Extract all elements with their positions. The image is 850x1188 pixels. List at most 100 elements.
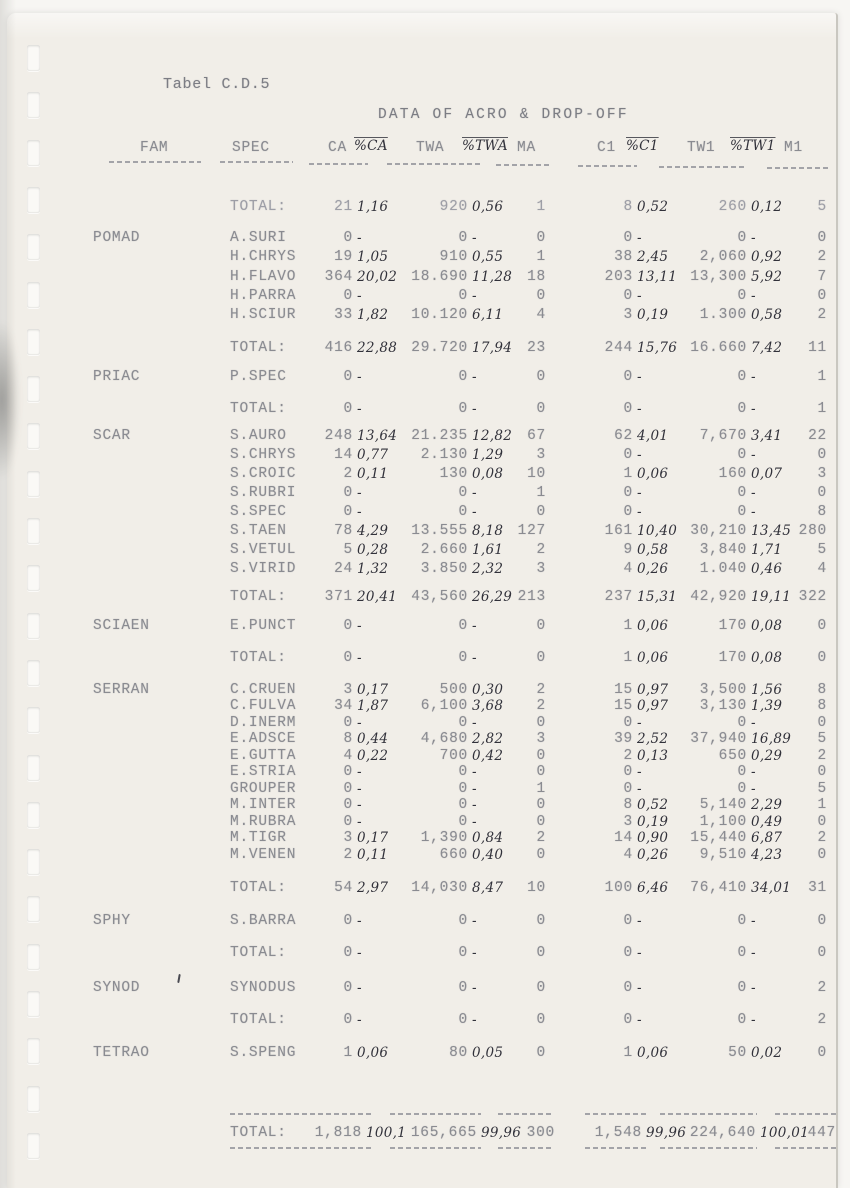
table-label: Tabel C.D.5 xyxy=(163,76,271,93)
species-row: E.STRIA 0-0-0 0-0-0 xyxy=(93,765,827,781)
cell-ma: 2 xyxy=(536,542,546,558)
species-row: S.VIRID 24 1,32 3.850 2,32 3 4 0,26 1.040 0,46 4 xyxy=(93,562,827,578)
cell-ptwa: 1,61 xyxy=(472,542,504,558)
cell-fam: TETRAO xyxy=(93,1045,150,1061)
cell-spec: E.ADSCE xyxy=(230,731,297,747)
cell-fam xyxy=(93,270,230,286)
cell-tw1: 0 xyxy=(737,504,747,520)
cell-ma: 3 xyxy=(536,731,546,747)
cell-pc1: - xyxy=(637,781,642,797)
cell-pc1: 99,96 xyxy=(646,1125,687,1141)
cell-spec: TOTAL: xyxy=(230,199,287,215)
cell-twa: 0 xyxy=(458,814,468,830)
cell-ca: 0 xyxy=(343,369,353,385)
cell-pc1: - xyxy=(637,288,642,304)
grand-total-rule-bottom xyxy=(390,1147,481,1149)
section-total-row: TOTAL: 0-0-0 1 0,06 170 0,08 0 xyxy=(93,651,827,667)
cell-spec: H.SCIUR xyxy=(230,307,297,323)
cell-ptw1: - xyxy=(751,401,756,417)
punch-hole xyxy=(27,281,40,308)
grand-total-rule-top xyxy=(775,1113,837,1115)
cell-tw1: 5,140 xyxy=(699,797,747,813)
grand-total-rule-top xyxy=(390,1113,481,1115)
cell-tw1: 0 xyxy=(737,401,747,417)
cell-twa: 0 xyxy=(458,288,468,304)
cell-spec: E.STRIA xyxy=(230,764,297,780)
punch-hole xyxy=(27,1085,40,1112)
cell-pca: - xyxy=(357,913,362,929)
cell-ptwa: 26,29 xyxy=(472,589,513,605)
cell-ca: 0 xyxy=(343,913,353,929)
cell-ca: 0 xyxy=(343,797,353,813)
cell-ptwa: 0,42 xyxy=(472,748,504,764)
cell-fam xyxy=(93,732,230,748)
cell-ma: 18 xyxy=(527,269,546,285)
cell-ptw1: 1,71 xyxy=(751,542,783,558)
cell-c1: 9 xyxy=(623,542,633,558)
cell-ptw1: 0,92 xyxy=(751,249,783,265)
cell-ma: 0 xyxy=(536,369,546,385)
grand-total-rule-bottom xyxy=(660,1147,757,1149)
section-total-row: TOTAL: 54 2,97 14,030 8,47 10 100 6,46 76,410 34,… xyxy=(93,881,827,897)
cell-pc1: - xyxy=(637,1012,642,1028)
cell-fam: SCIAEN xyxy=(93,618,150,634)
cell-pc1: - xyxy=(637,369,642,385)
cell-fam xyxy=(93,831,230,847)
cell-pca: - xyxy=(357,781,362,797)
cell-spec: M.INTER xyxy=(230,797,297,813)
cell-spec: TOTAL: xyxy=(230,650,287,666)
cell-ca: 0 xyxy=(343,650,353,666)
species-row: PRIAC P.SPEC 0-0-0 0-0-1 xyxy=(93,370,827,386)
cell-pca: 2,97 xyxy=(357,880,389,896)
punch-hole xyxy=(27,234,40,261)
cell-tw1: 650 xyxy=(718,748,747,764)
cell-m1: 0 xyxy=(817,650,827,666)
cell-pc1: - xyxy=(637,945,642,961)
punch-hole xyxy=(27,801,40,828)
cell-m1: 11 xyxy=(808,340,827,356)
cell-m1: 3 xyxy=(817,466,827,482)
header-pct-tw1: %TW1 xyxy=(730,138,776,154)
cell-m1: 0 xyxy=(817,764,827,780)
grand-total-row: TOTAL: 1,818 100,1 165,665 99,96 300 1,548 99,9… xyxy=(93,1125,835,1142)
cell-tw1: 3,130 xyxy=(699,698,747,714)
section-total-row: TOTAL: 0-0-0 0-0-0 xyxy=(93,946,827,962)
species-row: S.CROIC 2 0,11 130 0,08 10 1 0,06 160 0,07 3 xyxy=(93,467,827,483)
cell-m1: 8 xyxy=(817,504,827,520)
cell-fam xyxy=(93,651,230,667)
cell-ca: 371 xyxy=(324,589,353,605)
cell-fam xyxy=(93,848,230,864)
cell-ca: 34 xyxy=(334,698,353,714)
cell-spec: M.VENEN xyxy=(230,847,297,863)
cell-ptwa: - xyxy=(472,980,477,996)
cell-twa: 0 xyxy=(458,230,468,246)
cell-fam xyxy=(93,798,230,814)
cell-ptwa: 0,40 xyxy=(472,847,504,863)
cell-pc1: 0,06 xyxy=(637,466,669,482)
cell-twa: 2.130 xyxy=(420,447,468,463)
cell-ma: 1 xyxy=(536,199,546,215)
cell-pc1: 0,19 xyxy=(637,814,669,830)
cell-ptwa: 8,47 xyxy=(472,880,504,896)
cell-pca: - xyxy=(357,230,362,246)
cell-pc1: 0,26 xyxy=(637,847,669,863)
cell-m1: 0 xyxy=(817,847,827,863)
cell-m1: 0 xyxy=(817,447,827,463)
cell-tw1: 3,840 xyxy=(699,542,747,558)
grand-total-rule-bottom xyxy=(585,1147,648,1149)
cell-ptw1: 0,08 xyxy=(751,650,783,666)
cell-spec: S.BARRA xyxy=(230,913,297,929)
cell-ptw1: 16,89 xyxy=(751,731,792,747)
cell-ptw1: 1,39 xyxy=(751,698,783,714)
cell-twa: 13.555 xyxy=(411,523,468,539)
cell-ptw1: 13,45 xyxy=(751,523,792,539)
cell-ptw1: 6,87 xyxy=(751,830,783,846)
cell-ptwa: 1,29 xyxy=(472,447,504,463)
cell-twa: 10.120 xyxy=(411,307,468,323)
species-row: GROUPER 0-0-1 0-0-5 xyxy=(93,782,827,798)
cell-ma: 0 xyxy=(536,401,546,417)
cell-m1: 2 xyxy=(817,249,827,265)
cell-fam: SCAR xyxy=(93,428,131,444)
cell-m1: 4 xyxy=(817,561,827,577)
cell-c1: 0 xyxy=(623,401,633,417)
